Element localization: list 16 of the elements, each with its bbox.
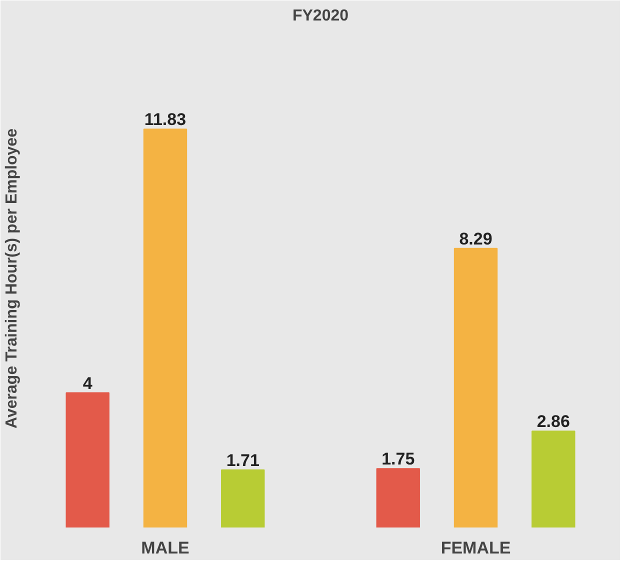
bar [66,392,110,528]
x-tick-label: FEMALE [440,538,511,558]
data-label: 2.86 [536,412,570,432]
data-label: 8.29 [459,229,492,248]
bar [143,128,188,528]
bar [376,468,420,528]
y-axis-title: Average Training Hour(s) per Employee [4,128,20,428]
bar [532,430,576,528]
data-label: 1.71 [226,450,260,470]
data-label: 4 [82,374,93,393]
chart-title: FY2020 [292,8,349,24]
data-label: 1.75 [382,450,415,469]
bar [454,248,498,528]
data-label: 11.83 [144,110,186,130]
bar [221,469,265,528]
x-tick-label: MALE [141,538,190,558]
